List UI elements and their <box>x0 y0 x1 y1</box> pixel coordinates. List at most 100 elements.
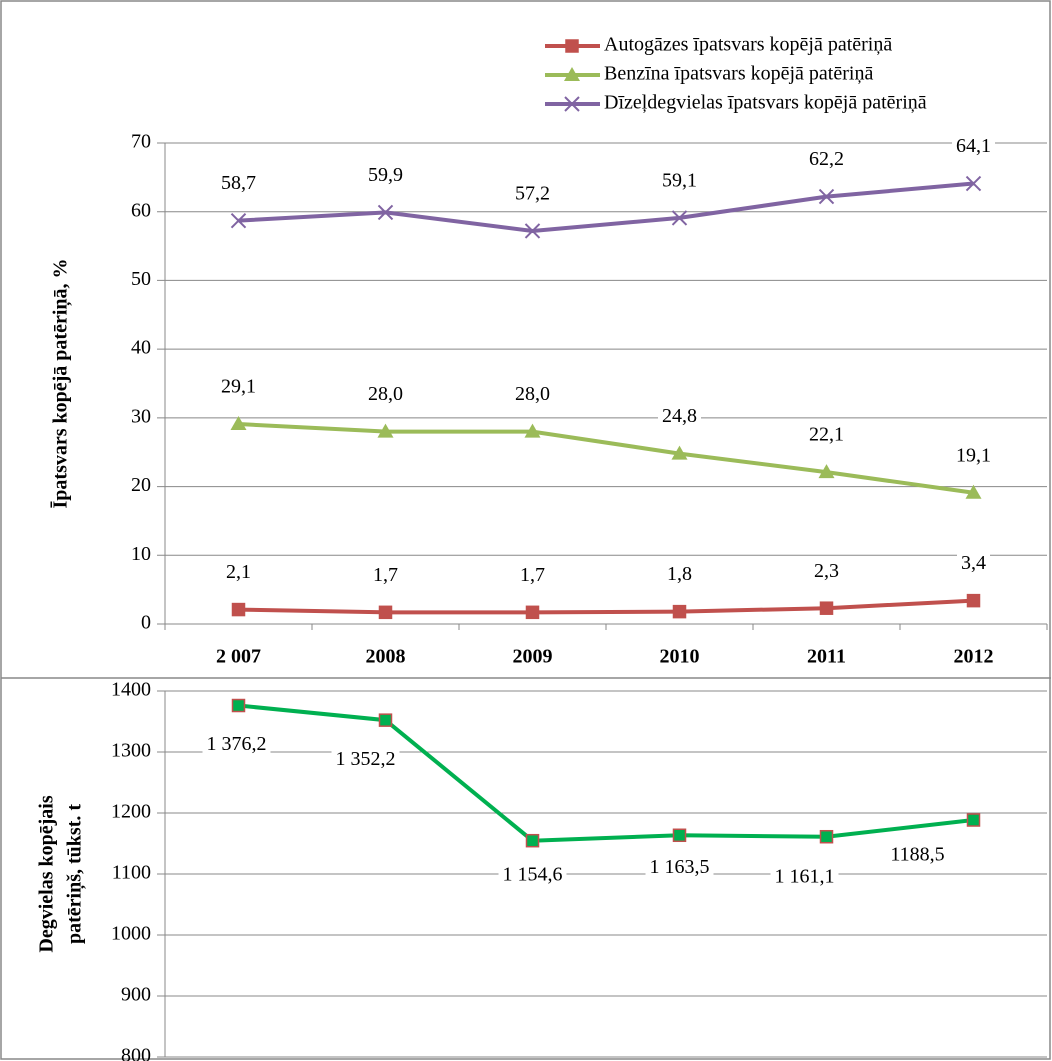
data-label: 1,8 <box>667 563 692 585</box>
legend-label: Benzīna īpatsvars kopējā patēriņā <box>604 63 873 85</box>
data-label: 59,9 <box>368 164 403 186</box>
label-bg <box>331 745 400 772</box>
y-axis-title: Īpatsvars kopējā patēriņā, % <box>50 258 73 508</box>
y-tick-label: 40 <box>131 337 151 359</box>
label-bg <box>516 561 549 588</box>
marker <box>230 416 247 431</box>
marker <box>525 605 540 620</box>
x-tick-label: 2012 <box>954 646 994 668</box>
y-tick-label: 50 <box>131 268 151 290</box>
marker <box>966 593 981 608</box>
marker <box>965 484 982 499</box>
y-axis-title: Degvielas kopējais <box>36 795 58 952</box>
data-label: 22,1 <box>809 424 844 446</box>
marker <box>525 833 540 848</box>
label-bg <box>202 731 271 758</box>
label-bg <box>663 561 696 588</box>
y-axis-title: patēriņš, tūkst. t <box>64 804 87 944</box>
legend-label: Dīzeļdegvielas īpatsvars kopējā patēriņā <box>604 92 927 114</box>
series-line <box>238 598 974 615</box>
data-label: 1188,5 <box>890 844 944 866</box>
x-tick-label: 2008 <box>366 646 406 668</box>
legend-label: Autogāzes īpatsvars kopējā patēriņā <box>604 34 892 56</box>
label-bg <box>658 167 701 194</box>
marker <box>377 423 394 438</box>
marker <box>231 698 246 713</box>
data-label: 28,0 <box>368 383 403 405</box>
y-tick-label: 10 <box>131 543 151 565</box>
data-label: 62,2 <box>809 148 844 170</box>
label-bg <box>645 853 714 880</box>
y-tick-label: 70 <box>131 131 151 153</box>
label-bg <box>957 550 990 577</box>
data-label: 1 352,2 <box>336 748 396 770</box>
label-bg <box>810 557 843 584</box>
label-bg <box>364 161 407 188</box>
marker <box>966 813 981 827</box>
y-tick-label: 1100 <box>112 862 151 884</box>
marker <box>671 445 688 460</box>
marker <box>564 67 580 81</box>
x-tick-label: 2011 <box>807 646 846 668</box>
marker <box>671 210 688 226</box>
data-label: 29,1 <box>221 376 256 398</box>
data-label: 2,1 <box>226 561 251 583</box>
label-bg <box>217 170 260 197</box>
marker <box>672 828 687 843</box>
marker <box>818 464 835 479</box>
data-label: 1 161,1 <box>775 865 835 887</box>
data-label: 19,1 <box>956 444 991 466</box>
series-line <box>238 181 974 233</box>
y-tick-label: 60 <box>131 199 151 221</box>
marker <box>565 39 579 53</box>
marker <box>672 604 687 619</box>
marker <box>819 829 834 844</box>
data-label: 28,0 <box>515 383 550 405</box>
label-bg <box>511 381 554 408</box>
y-tick-label: 800 <box>121 1045 151 1061</box>
label-bg <box>658 403 701 430</box>
label-bg <box>805 146 848 173</box>
data-label: 24,8 <box>662 405 697 427</box>
y-tick-label: 900 <box>121 984 151 1006</box>
marker <box>965 175 982 192</box>
label-bg <box>511 180 554 207</box>
y-tick-label: 1000 <box>111 923 151 945</box>
label-bg <box>369 561 402 588</box>
marker <box>377 204 394 221</box>
y-tick-label: 20 <box>131 474 151 496</box>
y-tick-label: 1300 <box>111 740 151 762</box>
data-label: 3,4 <box>961 552 986 574</box>
data-label: 2,3 <box>814 560 839 582</box>
marker <box>819 601 834 615</box>
label-bg <box>222 559 255 586</box>
data-label: 58,7 <box>221 172 256 194</box>
data-label: 57,2 <box>515 183 550 205</box>
data-label: 1 376,2 <box>207 733 267 755</box>
label-bg <box>364 381 407 408</box>
marker <box>818 188 835 205</box>
data-label: 1,7 <box>373 564 398 586</box>
marker <box>230 212 247 229</box>
marker <box>564 96 580 112</box>
data-label: 1 154,6 <box>503 863 563 885</box>
series-line <box>238 422 974 495</box>
label-bg <box>770 863 839 890</box>
data-label: 59,1 <box>662 169 697 191</box>
marker <box>378 605 393 620</box>
y-tick-label: 1400 <box>111 679 151 701</box>
series-line <box>238 703 974 843</box>
marker <box>378 713 393 727</box>
data-label: 1,7 <box>520 564 545 586</box>
label-bg <box>952 442 995 469</box>
x-tick-label: 2 007 <box>216 646 261 668</box>
label-bg <box>952 133 995 160</box>
x-tick-label: 2009 <box>513 646 553 668</box>
label-bg <box>498 861 567 888</box>
label-bg <box>805 421 848 448</box>
y-tick-label: 1200 <box>111 801 151 823</box>
x-tick-label: 2010 <box>660 646 700 668</box>
y-tick-label: 0 <box>141 612 151 634</box>
